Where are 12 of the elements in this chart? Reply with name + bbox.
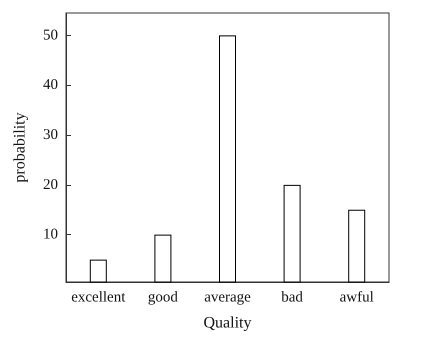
y-axis-title: probability — [12, 112, 28, 183]
y-tick-label: 50 — [43, 27, 58, 44]
x-tick-label: awful — [340, 290, 374, 306]
x-tick-label: bad — [281, 290, 304, 306]
x-tick-label: average — [204, 290, 252, 306]
y-tick-label: 30 — [43, 127, 58, 144]
y-tick-label: 10 — [43, 226, 58, 243]
x-axis-title: Quality — [204, 314, 252, 332]
x-tick-label: good — [148, 290, 178, 306]
y-tick-label: 20 — [43, 176, 58, 193]
y-tick-label: 40 — [43, 77, 58, 94]
x-tick-label: excellent — [71, 290, 126, 306]
